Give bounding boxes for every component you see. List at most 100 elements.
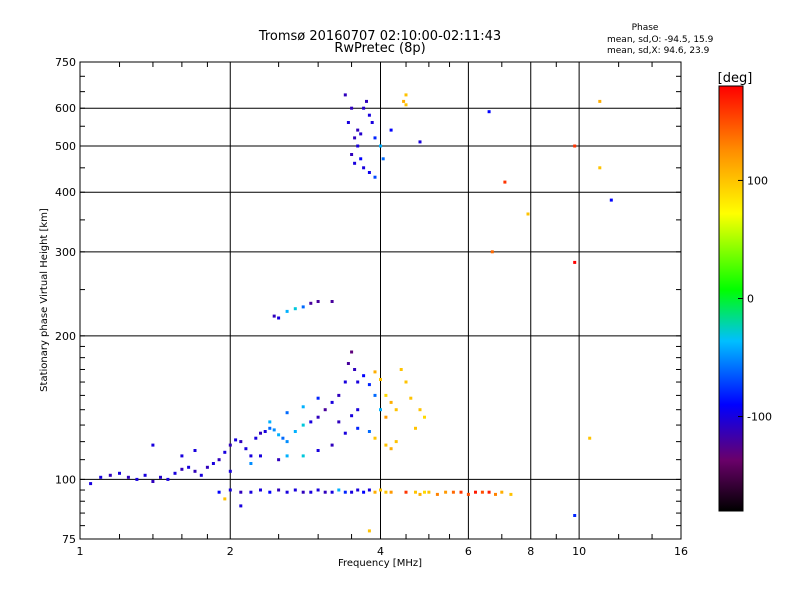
data-point [249, 490, 253, 494]
data-point [316, 415, 320, 419]
data-point [89, 482, 93, 486]
data-point [359, 132, 363, 136]
data-point [350, 490, 354, 494]
data-point [389, 128, 393, 132]
chart-title: Tromsø 20160707 02:10:00-02:11:43 [258, 29, 501, 44]
data-point [118, 471, 121, 475]
x-axis-ticks: 1 2 4 6 8 10 16 [77, 62, 688, 558]
data-point [193, 449, 197, 452]
data-point [316, 396, 320, 400]
data-point [281, 436, 285, 440]
data-point [423, 415, 426, 419]
colorbar-tick-label: 100 [747, 174, 768, 187]
data-point [480, 490, 484, 494]
data-point [249, 454, 253, 458]
data-point [135, 477, 139, 481]
phase-header: Phase [632, 23, 659, 33]
data-point [487, 490, 491, 494]
data-point [173, 471, 177, 475]
data-point [598, 99, 602, 103]
data-point [337, 393, 341, 397]
data-point [509, 492, 513, 496]
y-tick-label: 750 [55, 56, 76, 69]
data-point [272, 314, 276, 318]
data-point [217, 490, 221, 494]
data-point [108, 473, 112, 477]
data-point [356, 380, 360, 384]
data-point [293, 488, 297, 492]
data-point [99, 475, 103, 479]
data-point [343, 93, 347, 97]
data-point [285, 411, 289, 415]
data-point [573, 260, 577, 264]
x-axis-label: Frequency [MHz] [338, 558, 422, 569]
data-point [350, 414, 354, 418]
data-point [263, 430, 267, 433]
data-point [309, 490, 313, 494]
data-point [330, 443, 334, 447]
data-point [414, 490, 417, 494]
y-axis-ticks: 75 100 200 300 400 500 600 750 [55, 56, 681, 546]
y-axis-label: Stationary phase Virtual Height [km] [39, 208, 50, 392]
chart-subtitle: RwPretec (8p) [334, 41, 425, 56]
data-point [389, 447, 393, 451]
y-tick-label: 600 [55, 102, 76, 115]
x-tick-label: 8 [527, 545, 534, 558]
data-point [244, 447, 248, 451]
data-point [362, 106, 366, 110]
data-point [330, 400, 334, 404]
phase-stats-o: mean, sd,O: -94.5, 15.9 [607, 35, 714, 45]
data-point [277, 433, 281, 437]
data-point [353, 368, 357, 371]
data-point [394, 408, 398, 412]
x-tick-label: 6 [465, 545, 472, 558]
data-point [373, 370, 377, 374]
data-point [367, 488, 371, 492]
data-point [309, 420, 313, 424]
data-point [381, 157, 385, 161]
data-point [159, 475, 162, 479]
y-tick-label: 500 [55, 140, 76, 153]
data-point [309, 301, 313, 305]
data-point [259, 431, 262, 435]
data-point [356, 128, 360, 132]
data-point [373, 393, 377, 397]
data-point [356, 426, 360, 430]
data-point [373, 436, 377, 440]
data-point [384, 415, 388, 419]
data-point [228, 469, 232, 473]
data-point [367, 171, 371, 174]
data-point [362, 166, 366, 170]
data-point [285, 454, 289, 458]
data-point [573, 144, 577, 148]
data-point [418, 140, 422, 144]
x-tick-label: 1 [77, 545, 84, 558]
data-point [343, 380, 347, 384]
data-point [418, 492, 422, 496]
data-point [151, 443, 155, 447]
data-point [402, 99, 406, 103]
data-point [259, 488, 262, 492]
y-tick-label: 400 [55, 186, 76, 199]
data-point [268, 426, 272, 430]
data-point [285, 309, 289, 313]
data-point [503, 180, 507, 184]
data-point [350, 350, 354, 354]
data-point [367, 430, 371, 433]
data-point [350, 106, 354, 110]
data-point [301, 454, 305, 458]
data-point [404, 380, 408, 384]
data-point [316, 300, 320, 303]
y-tick-label: 200 [55, 330, 76, 343]
data-point [193, 469, 197, 473]
data-point [199, 473, 203, 477]
data-point [301, 305, 305, 309]
data-point [379, 408, 382, 412]
data-point [217, 458, 221, 462]
data-point [211, 462, 215, 465]
data-point [367, 383, 371, 387]
data-point [356, 408, 360, 412]
data-point [293, 430, 297, 433]
data-point [362, 490, 366, 494]
data-point [384, 490, 388, 494]
